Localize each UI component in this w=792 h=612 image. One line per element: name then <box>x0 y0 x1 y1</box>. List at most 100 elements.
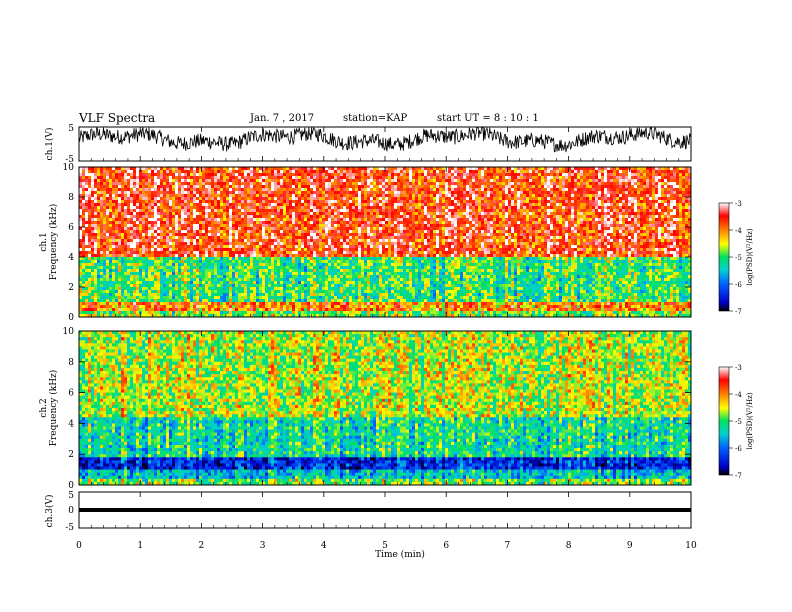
spectrogram-cell <box>247 266 251 270</box>
spectrogram-cell <box>151 176 155 180</box>
spectrogram-cell <box>154 239 158 243</box>
spectrogram-cell <box>148 311 152 315</box>
spectrogram-cell <box>220 191 224 195</box>
spectrogram-cell <box>94 194 98 198</box>
spectrogram-cell <box>277 182 281 186</box>
spectrogram-cell <box>253 191 257 195</box>
spectrogram-cell <box>208 176 212 180</box>
spectrogram-cell <box>181 254 185 258</box>
spectrogram-cell <box>238 269 242 273</box>
spectrogram-cell <box>349 251 353 255</box>
spectrogram-cell <box>280 188 284 192</box>
spectrogram-cell <box>217 251 221 255</box>
spectrogram-cell <box>352 236 356 240</box>
spectrogram-cell <box>367 290 371 294</box>
spectrogram-cell <box>157 191 161 195</box>
spectrogram-cell <box>334 173 338 177</box>
spectrogram-cell <box>109 233 113 237</box>
spectrogram-cell <box>178 179 182 183</box>
spectrogram-cell <box>202 203 206 207</box>
spectrogram-cell <box>112 173 116 177</box>
spectrogram-cell <box>166 248 170 252</box>
spectrogram-cell <box>91 251 95 255</box>
spectrogram-cell <box>349 314 353 318</box>
spectrogram-cell <box>103 299 107 303</box>
spectrogram-cell <box>205 236 209 240</box>
spectrogram-cell <box>328 194 332 198</box>
spectrogram-cell <box>319 305 323 309</box>
spectrogram-cell <box>82 284 86 288</box>
spectrogram-cell <box>325 314 329 318</box>
spectrogram-cell <box>184 260 188 264</box>
spectrogram-cell <box>373 221 377 225</box>
spectrogram-cell <box>85 308 89 312</box>
spectrogram-cell <box>103 197 107 201</box>
spectrogram-cell <box>310 239 314 243</box>
spectrogram-cell <box>148 221 152 225</box>
spectrogram-cell <box>115 224 119 228</box>
spectrogram-cell <box>289 236 293 240</box>
spectrogram-cell <box>91 269 95 273</box>
spectrogram-cell <box>334 236 338 240</box>
spectrogram-cell <box>352 263 356 267</box>
spectrogram-cell <box>289 224 293 228</box>
spectrogram-cell <box>130 197 134 201</box>
spectrogram-cell <box>232 269 236 273</box>
spectrogram-cell <box>319 242 323 246</box>
spectrogram-cell <box>220 236 224 240</box>
spectrogram-cell <box>184 290 188 294</box>
spectrogram-cell <box>133 269 137 273</box>
spectrogram-cell <box>121 299 125 303</box>
spectrogram-cell <box>349 245 353 249</box>
spectrogram-cell <box>334 182 338 186</box>
spectrogram-cell <box>367 242 371 246</box>
spectrogram-cell <box>337 275 341 279</box>
spectrogram-cell <box>256 269 260 273</box>
spectrogram-cell <box>247 284 251 288</box>
spectrogram-cell <box>316 239 320 243</box>
spectrogram-cell <box>232 290 236 294</box>
spectrogram-cell <box>184 242 188 246</box>
spectrogram-cell <box>214 233 218 237</box>
spectrogram-cell <box>118 218 122 222</box>
spectrogram-cell <box>268 182 272 186</box>
spectrogram-cell <box>163 281 167 285</box>
spectrogram-cell <box>139 179 143 183</box>
spectrogram-cell <box>235 257 239 261</box>
spectrogram-cell <box>160 296 164 300</box>
spectrogram-cell <box>136 167 140 171</box>
spectrogram-cell <box>298 203 302 207</box>
spectrogram-cell <box>265 266 269 270</box>
spectrogram-cell <box>220 170 224 174</box>
spectrogram-cell <box>100 269 104 273</box>
spectrogram-cell <box>211 230 215 234</box>
spectrogram-cell <box>250 173 254 177</box>
spectrogram-cell <box>310 299 314 303</box>
spectrogram-cell <box>181 269 185 273</box>
spectrogram-cell <box>259 179 263 183</box>
spectrogram-cell <box>310 290 314 294</box>
spectrogram-cell <box>103 209 107 213</box>
spectrogram-cell <box>94 230 98 234</box>
spectrogram-cell <box>196 173 200 177</box>
spectrogram-cell <box>364 266 368 270</box>
spectrogram-cell <box>298 200 302 204</box>
spectrogram-cell <box>118 167 122 171</box>
spectrogram-cell <box>292 197 296 201</box>
spectrogram-cell <box>328 182 332 186</box>
spectrogram-cell <box>175 194 179 198</box>
spectrogram-cell <box>124 248 128 252</box>
spectrogram-cell <box>235 236 239 240</box>
spectrogram-cell <box>280 200 284 204</box>
spectrogram-cell <box>280 227 284 231</box>
spectrogram-cell <box>91 311 95 315</box>
spectrogram-cell <box>241 260 245 264</box>
spectrogram-cell <box>139 230 143 234</box>
spectrogram-cell <box>103 281 107 285</box>
spectrogram-cell <box>307 257 311 261</box>
spectrogram-cell <box>286 302 290 306</box>
spectrogram-cell <box>241 290 245 294</box>
spectrogram-cell <box>295 290 299 294</box>
spectrogram-cell <box>79 230 83 234</box>
spectrogram-cell <box>247 263 251 267</box>
